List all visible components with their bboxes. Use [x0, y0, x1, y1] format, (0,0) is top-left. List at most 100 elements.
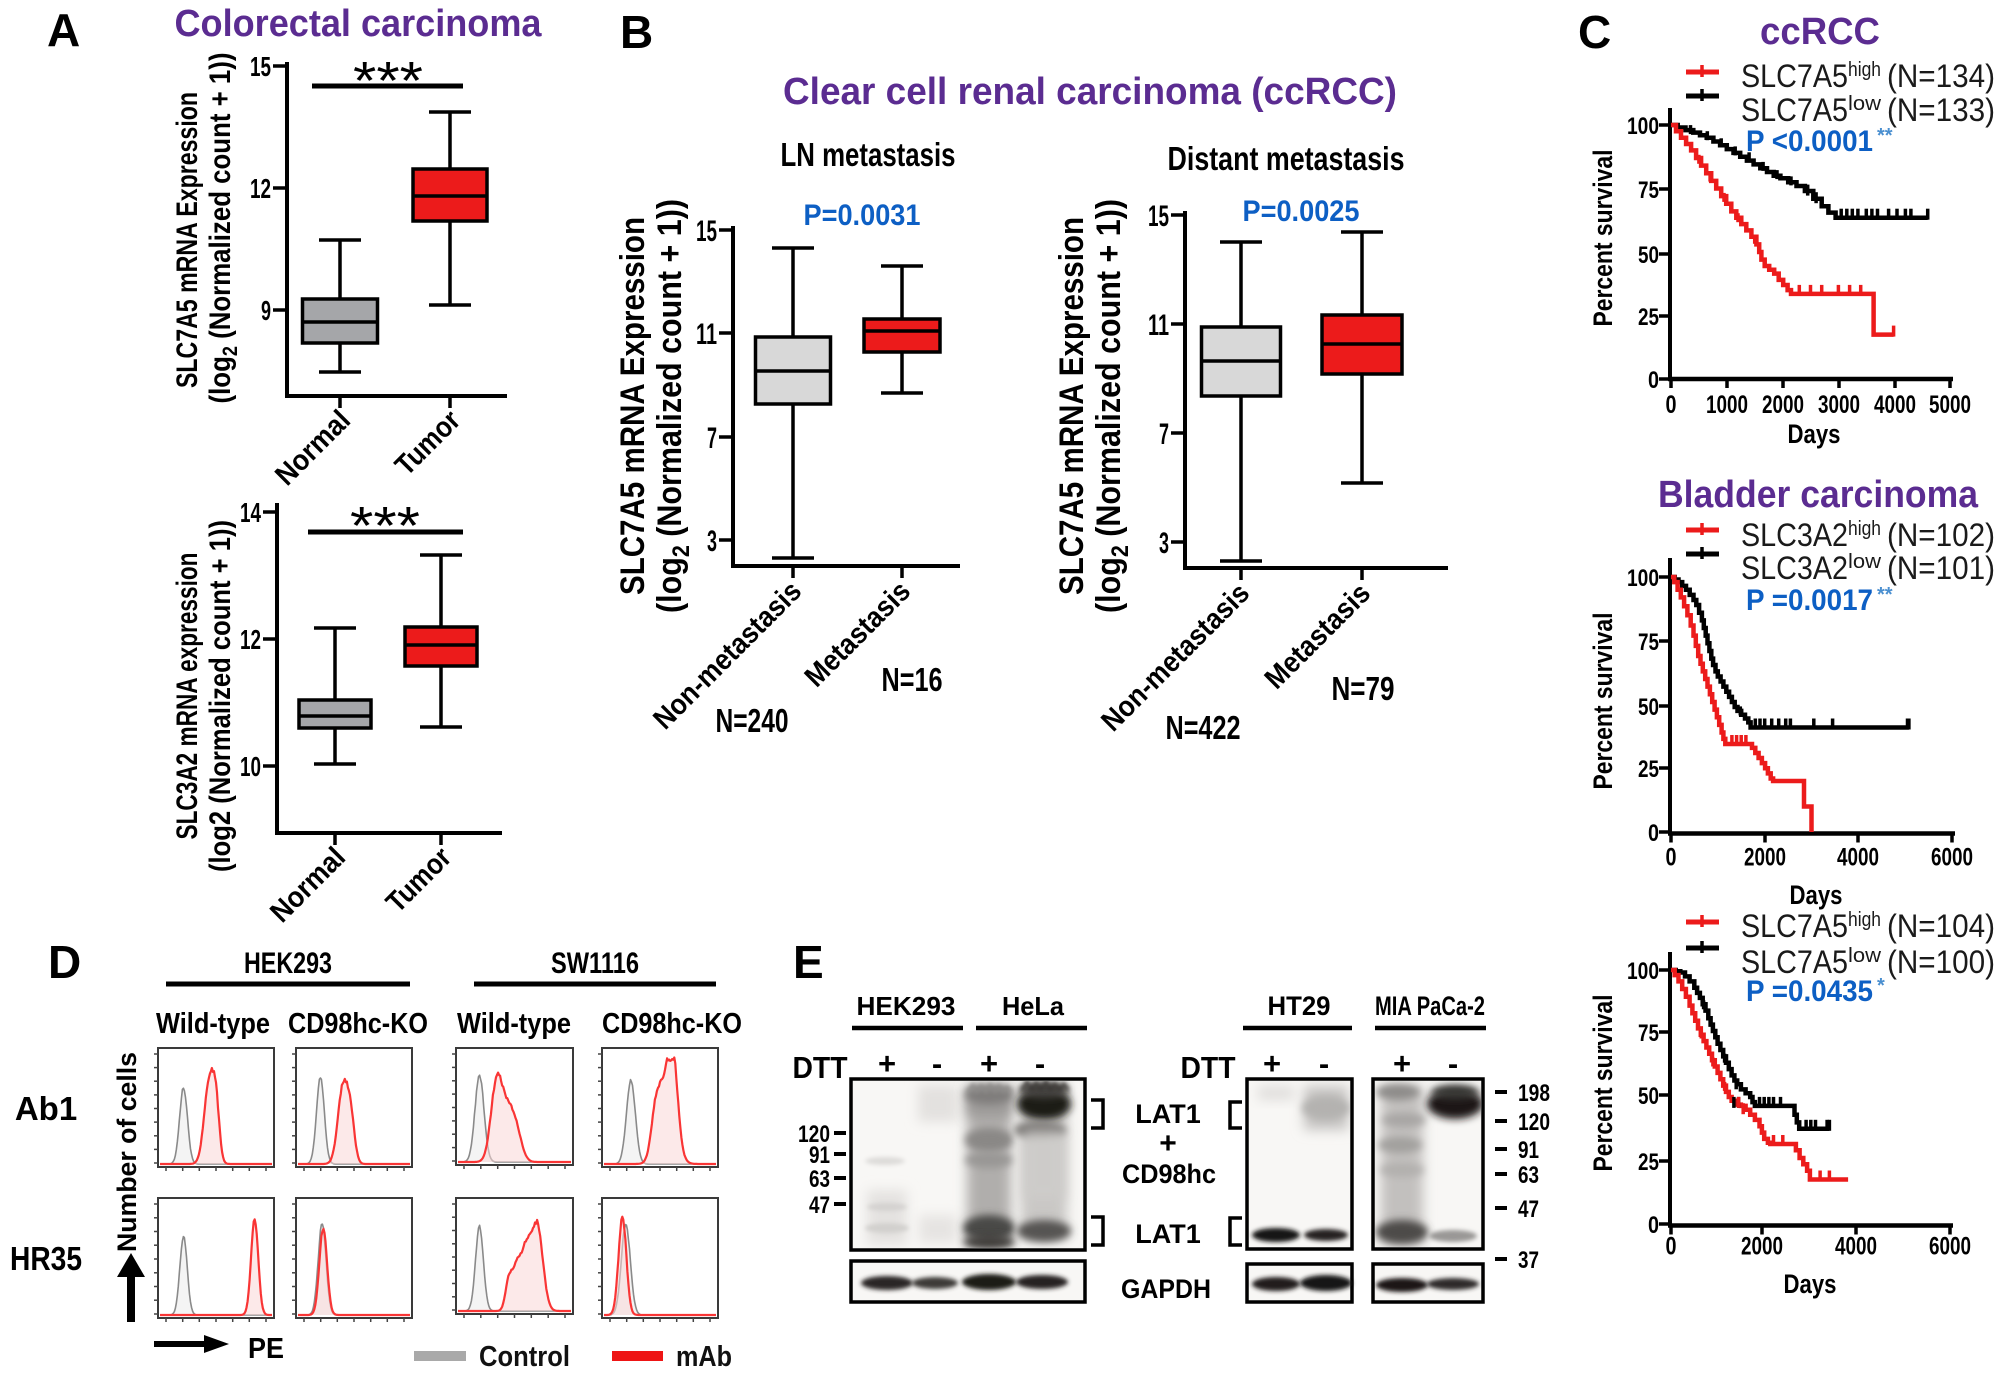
- svg-text:LN metastasis: LN metastasis: [781, 136, 956, 173]
- svg-text:N=240: N=240: [716, 702, 789, 739]
- svg-text:4000: 4000: [1837, 844, 1879, 872]
- svg-text:120: 120: [798, 1121, 830, 1148]
- svg-text:Days: Days: [1784, 1269, 1837, 1299]
- svg-text:50: 50: [1638, 1083, 1659, 1110]
- svg-text:63: 63: [1518, 1162, 1539, 1189]
- svg-text:7: 7: [707, 422, 717, 455]
- svg-text:HT29: HT29: [1268, 991, 1331, 1021]
- svg-text:4000: 4000: [1874, 391, 1916, 419]
- svg-text:-: -: [1448, 1046, 1458, 1081]
- svg-text:SLC3A2: SLC3A2: [1741, 550, 1848, 586]
- svg-text:DTT: DTT: [1181, 1050, 1236, 1085]
- svg-text:SLC7A5 mRNA Expression: SLC7A5 mRNA Expression: [1053, 217, 1091, 595]
- svg-text:***: ***: [353, 51, 423, 111]
- svg-text:low: low: [1848, 93, 1882, 115]
- svg-text:198: 198: [1518, 1080, 1550, 1107]
- svg-text:MIA PaCa-2: MIA PaCa-2: [1375, 991, 1485, 1021]
- svg-text:+: +: [980, 1046, 998, 1081]
- svg-text:SLC7A5 mRNA Expression: SLC7A5 mRNA Expression: [171, 92, 204, 388]
- svg-text:+: +: [1159, 1127, 1177, 1160]
- svg-text:CD98hc: CD98hc: [1122, 1159, 1216, 1189]
- svg-text:(N=104): (N=104): [1887, 908, 1995, 944]
- svg-text:75: 75: [1638, 1020, 1659, 1047]
- svg-text:Clear cell renal carcinoma (cc: Clear cell renal carcinoma (ccRCC): [783, 71, 1397, 113]
- svg-text:37: 37: [1518, 1247, 1539, 1274]
- svg-text:+: +: [1393, 1046, 1411, 1081]
- svg-text:11: 11: [1148, 309, 1169, 342]
- svg-text:DTT: DTT: [793, 1050, 848, 1085]
- svg-text:P=0.0031: P=0.0031: [804, 199, 921, 232]
- svg-text:9: 9: [261, 295, 271, 326]
- svg-text:(log2 (Normalized count + 1)): (log2 (Normalized count + 1)): [204, 520, 237, 872]
- svg-text:63: 63: [809, 1166, 830, 1193]
- svg-text:47: 47: [1518, 1196, 1539, 1223]
- svg-text:ccRCC: ccRCC: [1760, 11, 1880, 53]
- svg-text:N=16: N=16: [882, 661, 943, 698]
- svg-text:SLC7A5: SLC7A5: [1741, 944, 1848, 980]
- svg-text:25: 25: [1638, 756, 1659, 783]
- svg-text:SLC7A5 mRNA Expression: SLC7A5 mRNA Expression: [614, 217, 652, 595]
- svg-text:14: 14: [240, 497, 261, 528]
- svg-text:120: 120: [1518, 1109, 1550, 1136]
- svg-text:PE: PE: [248, 1333, 284, 1365]
- svg-text:N=422: N=422: [1166, 709, 1241, 746]
- svg-text:-: -: [1035, 1046, 1045, 1081]
- svg-text:91: 91: [809, 1142, 830, 1169]
- svg-text:15: 15: [696, 215, 717, 248]
- svg-text:91: 91: [1518, 1137, 1539, 1164]
- svg-text:Bladder carcinoma: Bladder carcinoma: [1658, 474, 1979, 516]
- svg-text:SLC7A5: SLC7A5: [1741, 908, 1848, 944]
- svg-text:6000: 6000: [1929, 1233, 1971, 1261]
- svg-text:mAb: mAb: [676, 1341, 732, 1373]
- svg-text:Number of cells: Number of cells: [112, 1052, 142, 1252]
- svg-text:P =0.0435: P =0.0435: [1746, 975, 1873, 1008]
- svg-text:B: B: [620, 6, 653, 58]
- svg-text:(log2 (Normalized count + 1)): (log2 (Normalized count + 1)): [204, 53, 242, 404]
- svg-text:25: 25: [1638, 1149, 1659, 1176]
- svg-text:(N=101): (N=101): [1887, 550, 1995, 586]
- svg-text:SLC3A2: SLC3A2: [1741, 517, 1848, 553]
- svg-text:SLC3A2 mRNA expression: SLC3A2 mRNA expression: [171, 553, 204, 840]
- svg-text:Percent survival: Percent survival: [1588, 995, 1618, 1172]
- svg-text:high: high: [1848, 909, 1881, 931]
- svg-text:(log2 (Normalized count + 1)): (log2 (Normalized count + 1)): [651, 199, 695, 613]
- svg-text:***: ***: [350, 496, 420, 556]
- svg-text:(N=100): (N=100): [1887, 944, 1995, 980]
- svg-text:Days: Days: [1788, 419, 1841, 449]
- svg-text:CD98hc-KO: CD98hc-KO: [288, 1008, 428, 1040]
- svg-text:12: 12: [240, 624, 261, 655]
- svg-text:Colorectal carcinoma: Colorectal carcinoma: [175, 3, 543, 45]
- svg-text:0: 0: [1666, 1233, 1677, 1261]
- svg-text:Distant metastasis: Distant metastasis: [1168, 140, 1405, 177]
- svg-text:0: 0: [1648, 1212, 1659, 1239]
- svg-text:E: E: [793, 936, 824, 988]
- svg-text:Days: Days: [1790, 880, 1843, 910]
- svg-text:75: 75: [1638, 629, 1659, 656]
- svg-text:**: **: [1877, 125, 1893, 147]
- svg-text:+: +: [878, 1046, 896, 1081]
- svg-text:Ab1: Ab1: [15, 1090, 77, 1127]
- svg-text:LAT1: LAT1: [1135, 1099, 1201, 1129]
- svg-text:CD98hc-KO: CD98hc-KO: [602, 1008, 742, 1040]
- svg-text:100: 100: [1627, 113, 1659, 140]
- svg-text:25: 25: [1638, 304, 1659, 331]
- svg-text:(N=133): (N=133): [1887, 92, 1995, 128]
- svg-text:10: 10: [240, 751, 261, 782]
- svg-text:11: 11: [696, 318, 717, 351]
- svg-text:HR35: HR35: [10, 1240, 82, 1277]
- svg-text:0: 0: [1666, 391, 1677, 419]
- svg-text:15: 15: [250, 51, 271, 82]
- svg-text:HEK293: HEK293: [857, 991, 956, 1021]
- svg-text:4000: 4000: [1835, 1233, 1877, 1261]
- svg-text:Percent survival: Percent survival: [1588, 613, 1618, 790]
- svg-text:LAT1: LAT1: [1135, 1219, 1201, 1249]
- svg-text:100: 100: [1627, 958, 1659, 985]
- svg-text:5000: 5000: [1929, 391, 1971, 419]
- svg-text:GAPDH: GAPDH: [1121, 1274, 1211, 1304]
- svg-text:0: 0: [1648, 820, 1659, 847]
- svg-text:7: 7: [1159, 418, 1169, 451]
- svg-text:15: 15: [1148, 200, 1169, 233]
- svg-text:P=0.0025: P=0.0025: [1243, 195, 1360, 228]
- svg-text:SW1116: SW1116: [551, 947, 639, 980]
- svg-text:0: 0: [1648, 367, 1659, 394]
